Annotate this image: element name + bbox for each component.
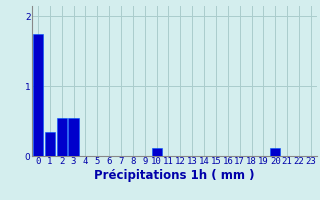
Bar <box>152 148 162 156</box>
Bar <box>33 34 43 156</box>
Bar <box>270 148 280 156</box>
Bar <box>68 118 79 156</box>
X-axis label: Précipitations 1h ( mm ): Précipitations 1h ( mm ) <box>94 169 255 182</box>
Bar <box>57 118 67 156</box>
Bar <box>45 132 55 156</box>
